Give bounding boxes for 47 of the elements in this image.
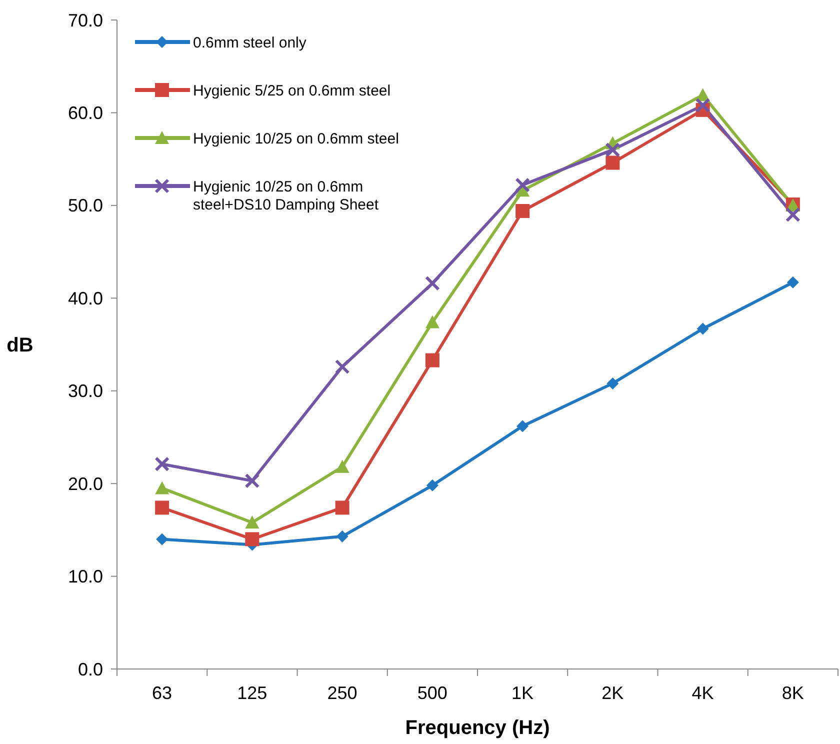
x-tick-label: 63: [152, 683, 172, 703]
point: [245, 532, 260, 546]
point: [245, 516, 260, 529]
legend-label: Hygienic 10/25 on 0.6mm steel+DS10 Damping Sheet: [193, 178, 380, 214]
y-tick-label: 50.0: [68, 196, 103, 216]
point: [696, 322, 709, 335]
point: [155, 481, 170, 494]
legend-label: Hygienic 10/25 on 0.6mm steel: [193, 130, 399, 148]
point: [605, 142, 620, 158]
y-axis-title: dB: [6, 334, 34, 356]
x-tick-label: 2K: [602, 683, 624, 703]
x-tick-label: 8K: [782, 683, 804, 703]
point: [786, 276, 799, 288]
point: [424, 276, 440, 291]
y-tick-label: 40.0: [68, 288, 103, 308]
y-tick-label: 0.0: [78, 659, 103, 680]
point: [606, 156, 620, 170]
point: [425, 315, 440, 328]
point: [515, 178, 530, 193]
point: [426, 479, 438, 492]
point: [785, 207, 800, 222]
point: [695, 98, 710, 113]
y-tick-label: 60.0: [68, 103, 103, 124]
point: [516, 420, 529, 432]
point: [606, 377, 619, 390]
legend-label: Hygienic 5/25 on 0.6mm steel: [193, 82, 391, 100]
y-tick-label: 30.0: [68, 381, 103, 402]
point: [335, 460, 350, 473]
x-tick-label: 1K: [512, 683, 534, 703]
point: [516, 204, 530, 218]
y-tick-label: 20.0: [68, 474, 103, 494]
point: [334, 359, 350, 374]
x-tick-label: 250: [327, 683, 358, 703]
x-axis-title: Frequency (Hz): [405, 717, 550, 739]
y-tick-label: 70.0: [68, 10, 103, 30]
point: [156, 533, 168, 546]
x-tick-label: 4K: [692, 683, 714, 703]
point: [335, 500, 350, 515]
point: [154, 456, 170, 472]
y-tick-label: 10.0: [68, 566, 103, 587]
point: [425, 353, 440, 368]
point: [155, 500, 170, 515]
legend-label: 0.6mm steel only: [193, 34, 307, 52]
x-tick-label: 125: [237, 683, 268, 703]
point: [336, 530, 348, 542]
point: [244, 473, 260, 488]
x-tick-label: 500: [417, 683, 448, 703]
